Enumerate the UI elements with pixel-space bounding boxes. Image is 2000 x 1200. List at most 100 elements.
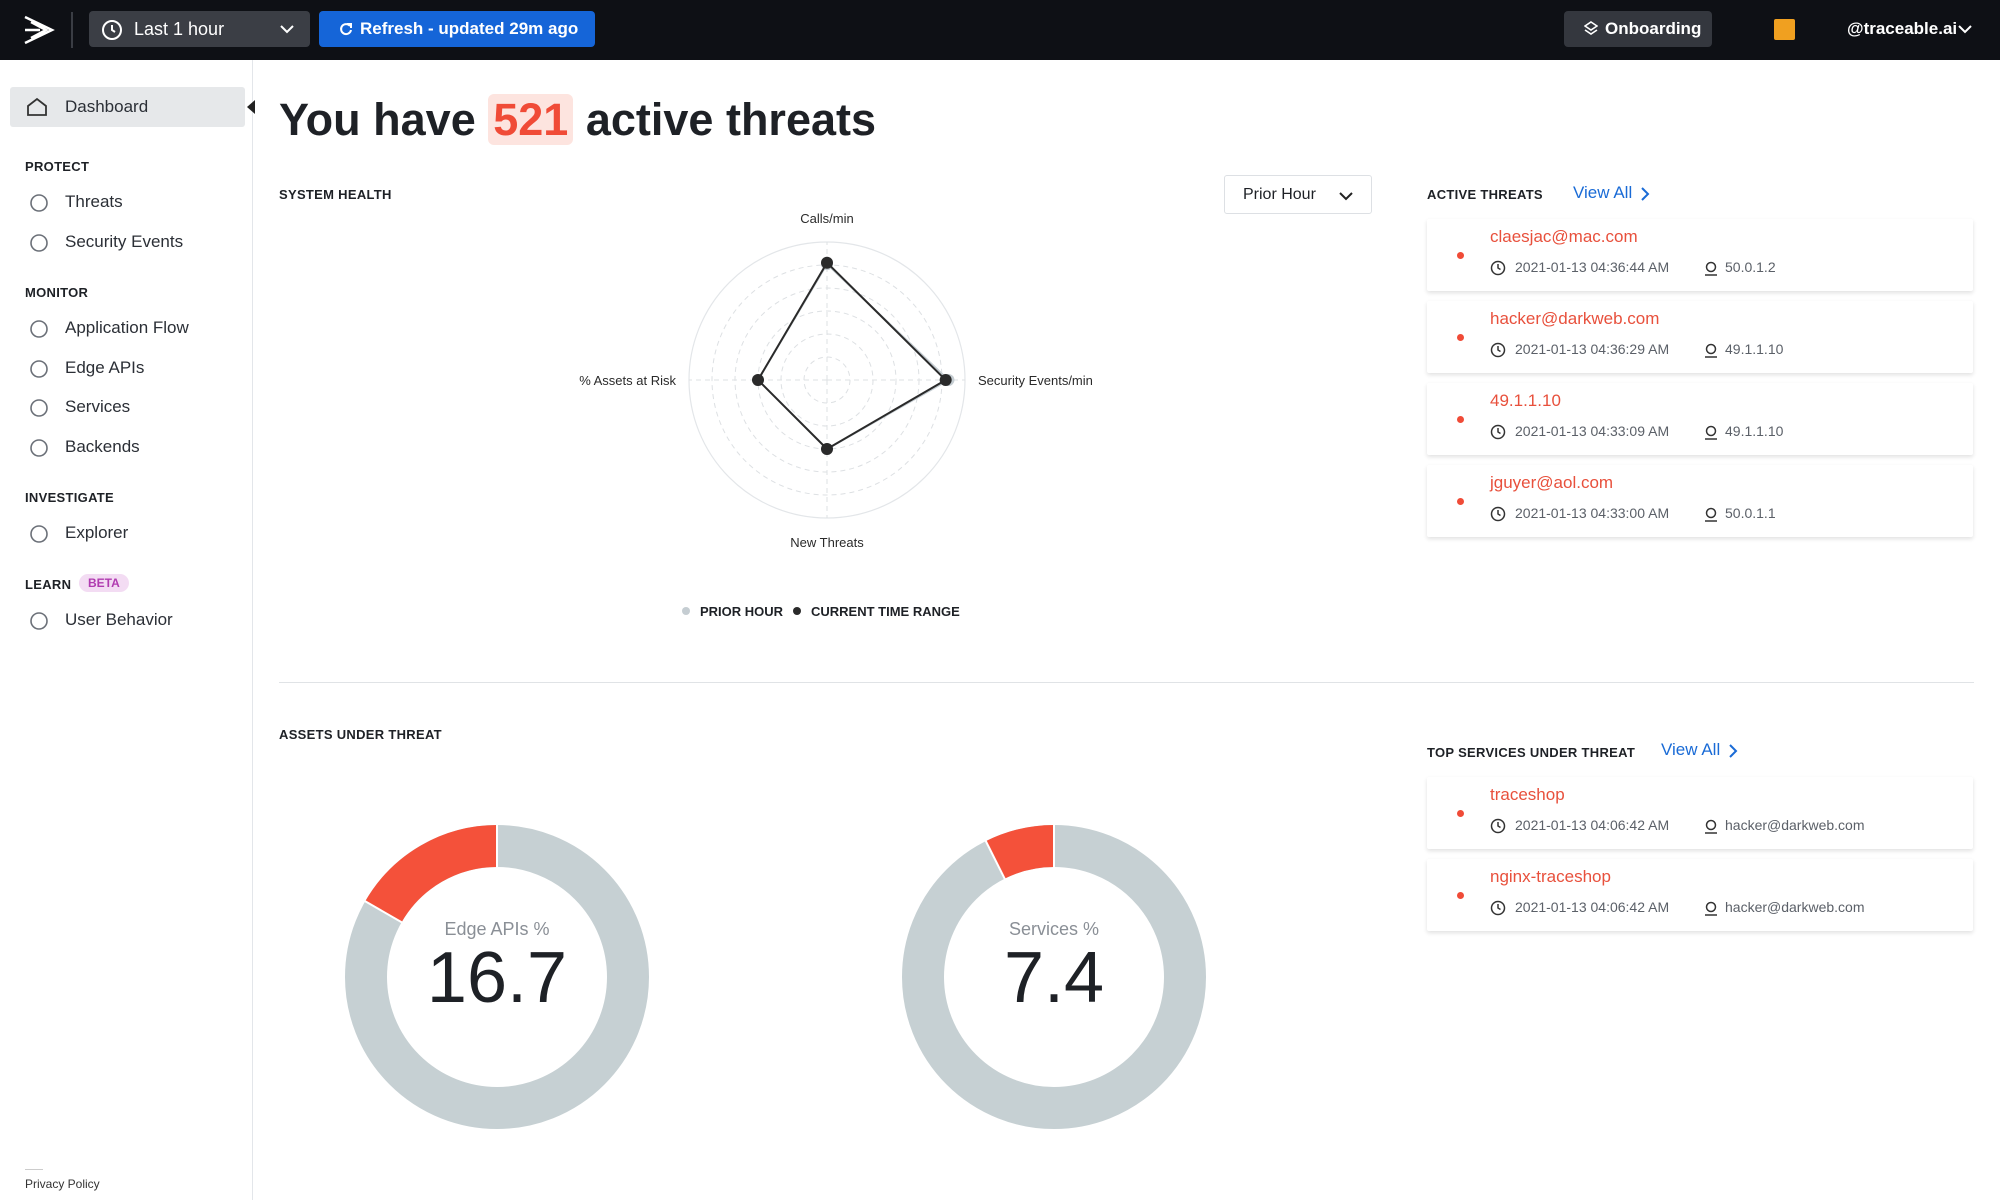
top-bar: Last 1 hour Refresh - updated 29m ago On… — [0, 0, 2000, 60]
meta-icon — [1705, 343, 1717, 358]
icon-shape — [1497, 346, 1501, 353]
nav-label: User Behavior — [65, 609, 173, 629]
icon-shape — [30, 525, 48, 543]
meta-icon — [1705, 819, 1717, 834]
icon-shape — [1705, 261, 1717, 273]
nav-item[interactable]: Backends — [10, 429, 245, 465]
card-title: 49.1.1.10 — [1490, 391, 1561, 410]
icon-shape — [1705, 819, 1717, 831]
list-card[interactable]: hacker@darkweb.com 2021-01-13 04:36:29 AM… — [1427, 301, 1973, 373]
nav-label: Application Flow — [65, 318, 189, 337]
headline: You have 521 active threats — [279, 94, 876, 146]
nav-item[interactable]: Services — [10, 389, 245, 425]
icon-shape — [30, 194, 48, 212]
legend-label: CURRENT TIME RANGE — [811, 604, 960, 619]
nav-icon — [30, 399, 48, 417]
headline-suffix: active threats — [585, 94, 877, 145]
onboarding-button[interactable]: Onboarding — [1564, 11, 1712, 47]
view-all-link[interactable]: View All — [1573, 183, 1633, 202]
chevron — [280, 25, 294, 34]
nav-item[interactable]: Security Events — [10, 224, 245, 260]
period-label: Prior Hour — [1243, 186, 1316, 203]
icon-shape — [30, 438, 48, 457]
view-all-link[interactable]: View All — [1661, 740, 1721, 759]
threat-count[interactable]: 521 — [488, 94, 574, 145]
section-title: ASSETS UNDER THREAT — [279, 727, 442, 742]
nav-item[interactable]: Application Flow — [10, 310, 245, 346]
divider — [25, 1169, 43, 1170]
icon-shape — [1490, 424, 1506, 440]
time-range-dropdown[interactable]: Last 1 hour — [89, 11, 310, 47]
icon-shape — [1705, 343, 1717, 355]
clock-icon — [1490, 260, 1506, 276]
legend-dot — [793, 607, 801, 615]
collapse-toggle[interactable] — [247, 100, 255, 114]
refresh-button[interactable]: Refresh - updated 29m ago — [319, 11, 595, 47]
card-meta: 49.1.1.10 — [1725, 341, 1784, 357]
status-dot — [1457, 252, 1464, 259]
card-time: 2021-01-13 04:36:44 AM — [1515, 259, 1670, 275]
nav-label: Backends — [65, 436, 140, 456]
nav-icon — [30, 359, 48, 378]
card-title: hacker@darkweb.com — [1490, 309, 1660, 328]
meta-icon — [1705, 425, 1717, 440]
icon-shape — [1497, 904, 1501, 911]
radar-point — [752, 374, 764, 386]
clock-icon — [1490, 900, 1506, 916]
list-card[interactable]: traceshop 2021-01-13 04:06:42 AM hacker@da… — [1427, 777, 1973, 849]
card-meta: 49.1.1.10 — [1725, 423, 1784, 439]
status-dot — [1457, 892, 1464, 899]
status-dot — [1457, 498, 1464, 505]
home-icon — [27, 97, 47, 116]
nav-label: Services — [65, 397, 131, 416]
icon-shape — [30, 399, 48, 417]
nav-section-title: PROTECT — [25, 159, 90, 174]
chevron-right — [1641, 187, 1650, 201]
icon-shape — [1490, 260, 1506, 276]
nav-item-active[interactable]: Dashboard — [10, 87, 245, 127]
card-meta: 50.0.1.2 — [1725, 259, 1776, 275]
nav-item[interactable]: Explorer — [10, 515, 245, 551]
card-title: nginx-traceshop — [1490, 867, 1611, 886]
list-card[interactable]: nginx-traceshop 2021-01-13 04:06:42 AM hac… — [1427, 859, 1973, 931]
icon-shape — [30, 611, 48, 630]
donut-value: 16.7 — [427, 938, 567, 1018]
meta-icon — [1705, 507, 1717, 522]
nav-item[interactable]: Edge APIs — [10, 350, 245, 386]
nav-icon — [30, 320, 48, 338]
time-range-label: Last 1 hour — [134, 18, 225, 39]
nav-section-title: INVESTIGATE — [25, 490, 115, 505]
card-title: jguyer@aol.com — [1490, 473, 1614, 492]
clock-icon — [1490, 342, 1506, 358]
icon-shape — [1497, 264, 1501, 271]
account-menu[interactable]: @traceable.ai — [1847, 19, 1957, 39]
privacy-policy-link[interactable]: Privacy Policy — [25, 1177, 100, 1191]
meta-icon — [1705, 901, 1717, 916]
radar-axis-label: New Threats — [790, 535, 864, 550]
charts: Calls/min Security Events/min New Threats%… — [345, 211, 1206, 1129]
card-time: 2021-01-13 04:33:00 AM — [1515, 505, 1670, 521]
icon-shape — [1705, 901, 1717, 913]
card-title: traceshop — [1490, 785, 1565, 804]
list-card[interactable]: claesjac@mac.com 2021-01-13 04:36:44 AM 50… — [1427, 219, 1973, 291]
nav-item[interactable]: User Behavior — [10, 602, 245, 638]
radar-point — [939, 374, 952, 386]
legend-label: PRIOR HOUR — [700, 604, 784, 619]
card-title: claesjac@mac.com — [1490, 227, 1638, 246]
list-card[interactable]: 49.1.1.10 2021-01-13 04:33:09 AM 49.1.1.10 — [1427, 383, 1973, 455]
divider — [71, 12, 73, 48]
status-dot — [1457, 810, 1464, 817]
icon-shape — [30, 320, 48, 338]
avatar[interactable] — [1774, 19, 1795, 40]
clock-icon — [1490, 424, 1506, 440]
nav-item[interactable]: Threats — [10, 184, 245, 220]
section-title: ACTIVE THREATS — [1427, 187, 1543, 202]
nav-icon — [30, 233, 48, 252]
nav-section-title: MONITOR — [25, 285, 89, 300]
nav-icon — [30, 611, 48, 630]
list-card[interactable]: jguyer@aol.com 2021-01-13 04:33:00 AM 50.0… — [1427, 465, 1973, 537]
logo[interactable] — [22, 14, 56, 46]
card-meta: 50.0.1.1 — [1725, 505, 1776, 521]
card-time: 2021-01-13 04:36:29 AM — [1515, 341, 1670, 357]
period-dropdown[interactable]: Prior Hour — [1224, 175, 1372, 214]
